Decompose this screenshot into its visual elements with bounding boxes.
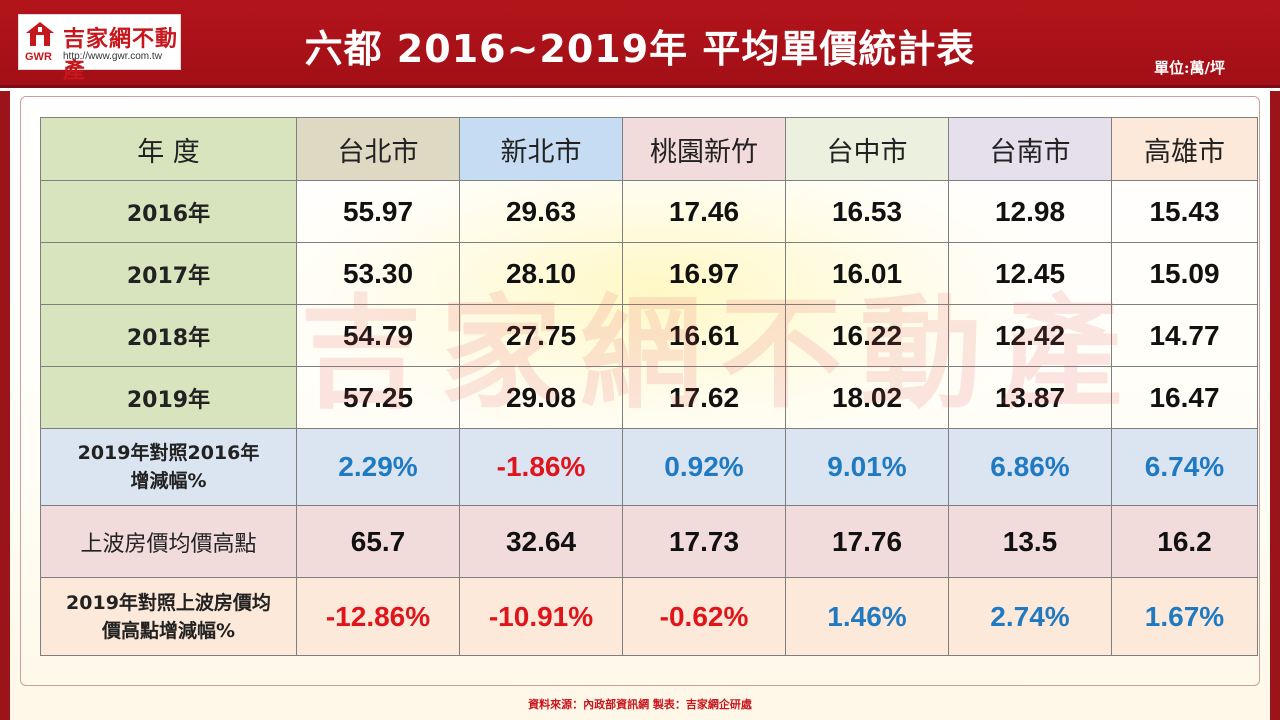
header-tainan: 台南市 xyxy=(948,117,1112,181)
table-cell: 2.74% xyxy=(948,577,1112,656)
row-label-line1: 2019年對照上波房價均 xyxy=(66,591,271,614)
table-cell: 16.53 xyxy=(785,180,949,243)
table-cell: 53.30 xyxy=(296,242,460,305)
table-cell: 1.67% xyxy=(1111,577,1258,656)
table-cell: 13.87 xyxy=(948,366,1112,429)
table-cell: 55.97 xyxy=(296,180,460,243)
table-cell: 13.5 xyxy=(948,505,1112,578)
table-cell: 16.2 xyxy=(1111,505,1258,578)
table-cell: 65.7 xyxy=(296,505,460,578)
table-cell: 29.08 xyxy=(459,366,623,429)
table-cell: 17.46 xyxy=(622,180,786,243)
house-logo-icon xyxy=(26,22,54,46)
table-cell: 16.22 xyxy=(785,304,949,367)
unit-label: 單位:萬/坪 xyxy=(1153,59,1225,77)
table-cell: 6.86% xyxy=(948,428,1112,506)
table-cell: 1.46% xyxy=(785,577,949,656)
table-cell: 57.25 xyxy=(296,366,460,429)
header-kaohsiung: 高雄市 xyxy=(1111,117,1258,181)
row-label-line1: 2019年對照2016年 xyxy=(77,442,260,464)
page-title: 六都 2016~2019年 平均單價統計表 xyxy=(304,27,976,71)
table-cell: 29.63 xyxy=(459,180,623,243)
table-cell: -12.86% xyxy=(296,577,460,656)
header-taipei: 台北市 xyxy=(296,117,460,181)
table-cell: 28.10 xyxy=(459,242,623,305)
table-cell: 27.75 xyxy=(459,304,623,367)
table-row: 2017年 53.30 28.10 16.97 16.01 12.45 15.0… xyxy=(40,242,1258,305)
frame-left-edge xyxy=(0,91,10,720)
source-footer: 資料來源：內政部資訊網 製表：吉家網企研處 xyxy=(528,698,752,711)
frame-right-edge xyxy=(1270,91,1280,720)
row-label: 2019年 xyxy=(40,366,297,429)
table-cell: 12.98 xyxy=(948,180,1112,243)
table-cell: 16.47 xyxy=(1111,366,1258,429)
table-cell: 12.42 xyxy=(948,304,1112,367)
header-new-taipei: 新北市 xyxy=(459,117,623,181)
header-bar: GWR 吉家網不動產 http://www.gwr.com.tw 六都 2016… xyxy=(0,0,1280,88)
table-cell: 16.01 xyxy=(785,242,949,305)
table-cell: -10.91% xyxy=(459,577,623,656)
row-label: 2016年 xyxy=(40,180,297,243)
row-label: 2018年 xyxy=(40,304,297,367)
table-cell: 15.43 xyxy=(1111,180,1258,243)
price-statistics-table: 年 度 台北市 新北市 桃園新竹 台中市 台南市 高雄市 2016年 55.97… xyxy=(40,117,1258,656)
row-label-line2: 增減幅% xyxy=(130,470,207,492)
header-taoyuan-hsinchu: 桃園新竹 xyxy=(622,117,786,181)
content-frame xyxy=(20,96,1260,686)
logo-abbreviation: GWR xyxy=(25,51,52,63)
table-cell: 17.76 xyxy=(785,505,949,578)
table-cell: 32.64 xyxy=(459,505,623,578)
row-label-change-peak: 2019年對照上波房價均 價高點增減幅% xyxy=(40,577,297,656)
table-row: 2018年 54.79 27.75 16.61 16.22 12.42 14.7… xyxy=(40,304,1258,367)
table-header-row: 年 度 台北市 新北市 桃園新竹 台中市 台南市 高雄市 xyxy=(40,117,1258,181)
table-cell: 16.97 xyxy=(622,242,786,305)
table-cell: 12.45 xyxy=(948,242,1112,305)
table-cell: 16.61 xyxy=(622,304,786,367)
table-cell: 0.92% xyxy=(622,428,786,506)
row-label-peak: 上波房價均價高點 xyxy=(40,505,297,578)
row-label: 2017年 xyxy=(40,242,297,305)
table-row: 2016年 55.97 29.63 17.46 16.53 12.98 15.4… xyxy=(40,180,1258,243)
table-cell: -0.62% xyxy=(622,577,786,656)
table-row: 2019年 57.25 29.08 17.62 18.02 13.87 16.4… xyxy=(40,366,1258,429)
table-row-peak: 上波房價均價高點 65.7 32.64 17.73 17.76 13.5 16.… xyxy=(40,505,1258,578)
table-cell: 54.79 xyxy=(296,304,460,367)
table-cell: 2.29% xyxy=(296,428,460,506)
table-cell: 17.73 xyxy=(622,505,786,578)
table-cell: -1.86% xyxy=(459,428,623,506)
table-row-change-2016: 2019年對照2016年 增減幅% 2.29% -1.86% 0.92% 9.0… xyxy=(40,428,1258,506)
logo-url: http://www.gwr.com.tw xyxy=(63,51,162,62)
table-cell: 14.77 xyxy=(1111,304,1258,367)
row-label-change-2016: 2019年對照2016年 增減幅% xyxy=(40,428,297,506)
table-cell: 15.09 xyxy=(1111,242,1258,305)
header-year: 年 度 xyxy=(40,117,297,181)
table-cell: 6.74% xyxy=(1111,428,1258,506)
header-taichung: 台中市 xyxy=(785,117,949,181)
table-cell: 17.62 xyxy=(622,366,786,429)
company-logo: GWR 吉家網不動產 http://www.gwr.com.tw xyxy=(18,14,181,84)
row-label-line2: 價高點增減幅% xyxy=(101,619,236,642)
table-row-change-peak: 2019年對照上波房價均 價高點增減幅% -12.86% -10.91% -0.… xyxy=(40,577,1258,656)
table-cell: 9.01% xyxy=(785,428,949,506)
table-cell: 18.02 xyxy=(785,366,949,429)
logo-name: 吉家網不動產 xyxy=(63,27,179,84)
